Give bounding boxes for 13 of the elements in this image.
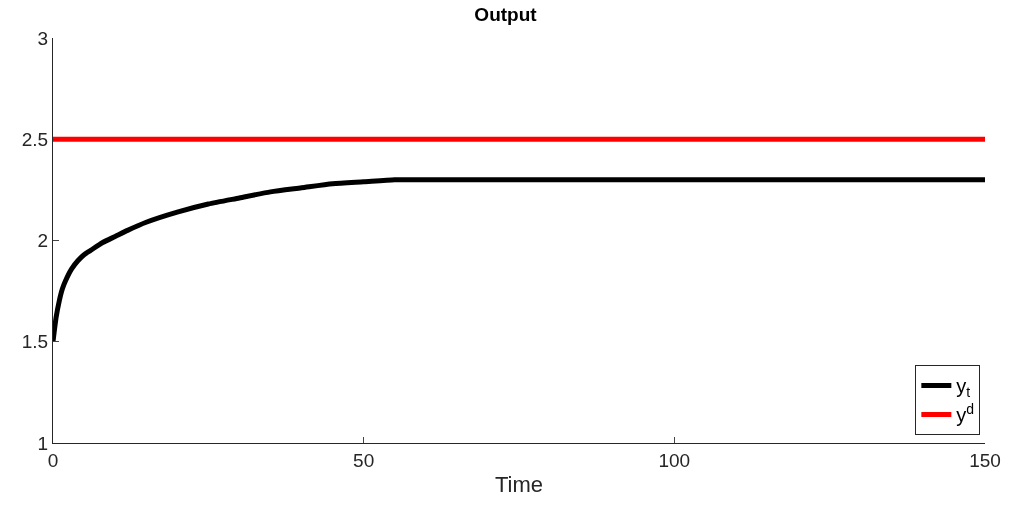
y-tick-label: 3	[37, 27, 49, 49]
x-tick-label: 100	[658, 449, 691, 471]
x-tick-label: 150	[969, 449, 1001, 471]
x-tick-label: 0	[47, 449, 59, 471]
x-axis-title: Time	[494, 471, 544, 497]
y-tick-label: 1.5	[21, 331, 49, 353]
x-tick-label: 50	[353, 449, 375, 471]
y-tick-label: 2	[37, 230, 49, 252]
y-tick-label: 1	[37, 432, 49, 454]
legend-label: y$_{t}$	[956, 375, 971, 401]
legend-label: y$^{d}$	[956, 400, 975, 427]
y-tick-label: 2.5	[21, 128, 49, 150]
chart-title: Output	[474, 4, 538, 26]
